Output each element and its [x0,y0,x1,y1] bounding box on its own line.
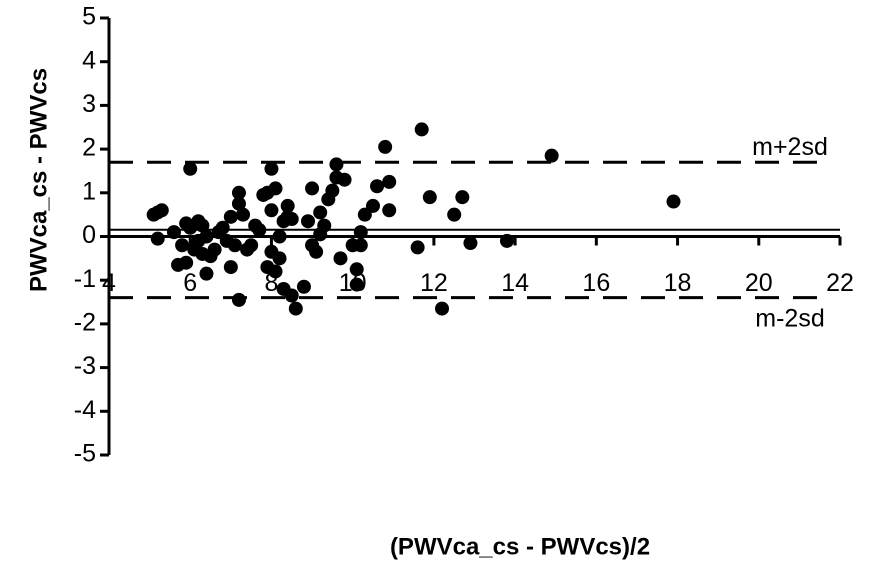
point [378,139,393,154]
point [349,262,364,277]
point [365,198,380,213]
point [272,251,287,266]
y-tick-label: 5 [82,3,96,31]
point [280,198,295,213]
y-axis-title: PWVca_cs - PWVcs [25,68,52,292]
x-tick-label: 6 [183,269,197,297]
point [150,231,165,246]
point [317,218,332,233]
point [166,225,181,240]
x-tick-label: 18 [664,269,692,297]
limit-label: m+2sd [752,133,828,161]
point [268,181,283,196]
point [410,240,425,255]
y-tick-label: -1 [74,265,96,293]
x-tick-label: 22 [826,269,854,297]
x-axis-title: (PWVca_cs - PWVcs)/2 [390,533,650,560]
point [199,229,214,244]
point [309,244,324,259]
point [349,277,364,292]
point [236,207,251,222]
x-tick-label: 20 [745,269,773,297]
point [215,220,230,235]
point [499,233,514,248]
point [179,255,194,270]
point [455,190,470,205]
y-tick-label: 1 [82,177,96,205]
limit-label: m-2sd [755,304,824,332]
point [382,203,397,218]
point [300,214,315,229]
y-tick-label: -4 [74,396,96,424]
point [264,203,279,218]
point [370,179,385,194]
point [288,301,303,316]
point [268,264,283,279]
point [252,222,267,237]
y-tick-label: -5 [74,440,96,468]
x-tick-label: 16 [582,269,610,297]
point [284,288,299,303]
point [353,225,368,240]
y-tick-label: -2 [74,309,96,337]
y-tick-label: -3 [74,352,96,380]
y-tick-label: 0 [82,221,96,249]
point [207,242,222,257]
point [183,161,198,176]
point [175,238,190,253]
point [154,203,169,218]
point [296,279,311,294]
x-tick-label: 14 [501,269,529,297]
point [272,229,287,244]
point [195,218,210,233]
point [447,207,462,222]
point [244,238,259,253]
point [305,181,320,196]
point [231,196,246,211]
point [284,212,299,227]
x-tick-label: 4 [102,269,116,297]
x-tick-label: 12 [420,269,448,297]
point [382,174,397,189]
point [231,185,246,200]
point [223,209,238,224]
point [544,148,559,163]
point [353,238,368,253]
point [264,161,279,176]
point [414,122,429,137]
point [666,194,681,209]
point [325,183,340,198]
point [231,292,246,307]
y-tick-label: 4 [82,46,96,74]
point [223,260,238,275]
point [435,301,450,316]
point [463,236,478,251]
y-tick-label: 3 [82,90,96,118]
point [333,251,348,266]
point [422,190,437,205]
y-tick-label: 2 [82,134,96,162]
point [227,238,242,253]
point [313,205,328,220]
point [199,266,214,281]
point [337,172,352,187]
point [329,157,344,172]
